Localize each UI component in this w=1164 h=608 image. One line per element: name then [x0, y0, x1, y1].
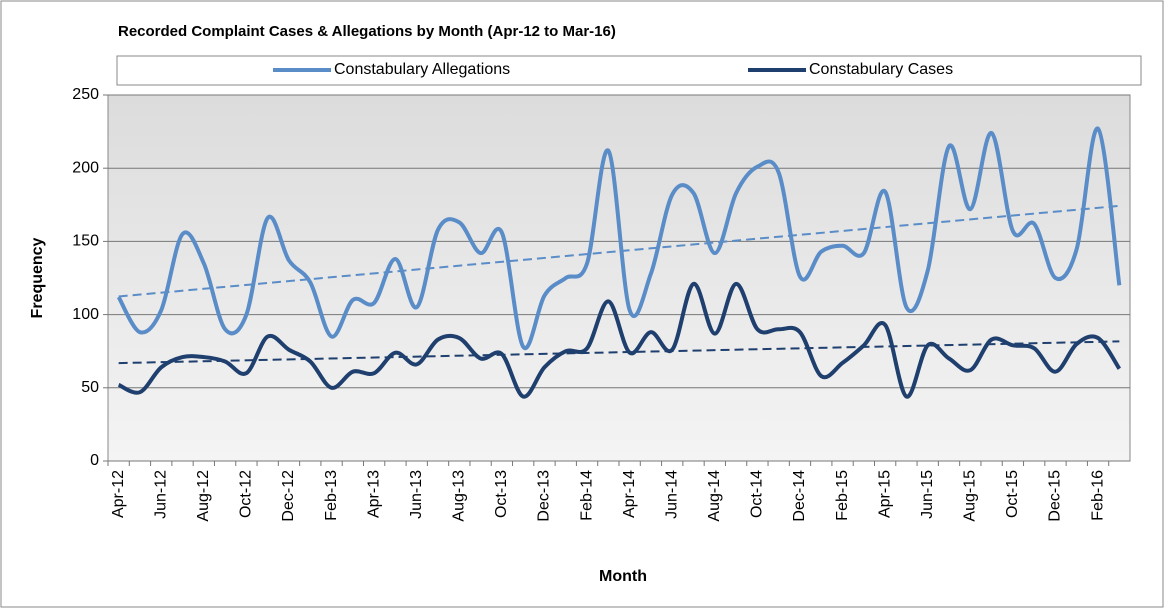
x-tick-label: Apr-14: [621, 470, 638, 518]
x-tick-label: Jun-12: [152, 470, 169, 519]
x-tick-label: Jun-14: [663, 470, 680, 519]
x-tick-label: Apr-12: [110, 470, 127, 518]
y-tick-label: 100: [72, 306, 99, 323]
x-tick-label: Feb-16: [1089, 470, 1106, 521]
x-tick-label: Oct-15: [1004, 470, 1021, 518]
x-tick-label: Oct-13: [493, 470, 510, 518]
y-tick-label: 200: [72, 159, 99, 176]
x-tick-label: Oct-14: [749, 470, 766, 518]
trend-line: [118, 340, 1120, 365]
series-line: [116, 126, 1122, 351]
x-tick-label: Dec-12: [280, 470, 297, 522]
x-tick-label: Dec-13: [536, 470, 553, 522]
x-tick-label: Feb-13: [323, 470, 340, 521]
y-tick-label: 150: [72, 233, 99, 250]
chart-title: Recorded Complaint Cases & Allegations b…: [118, 23, 616, 40]
y-tick-label: 50: [81, 379, 99, 396]
x-tick-label: Feb-14: [578, 470, 595, 521]
legend-label: Constabulary Cases: [809, 61, 953, 78]
x-tick-label: Aug-15: [962, 470, 979, 522]
x-tick-label: Jun-13: [408, 470, 425, 519]
x-tick-label: Aug-12: [195, 470, 212, 522]
legend-label: Constabulary Allegations: [334, 61, 510, 78]
x-tick-label: Apr-15: [876, 470, 893, 518]
x-tick-label: Aug-13: [451, 470, 468, 522]
x-tick-label: Jun-15: [919, 470, 936, 519]
x-tick-label: Dec-15: [1047, 470, 1064, 522]
x-tick-label: Dec-14: [791, 470, 808, 522]
x-tick-label: Aug-14: [706, 470, 723, 522]
y-axis-title: Frequency: [29, 237, 46, 318]
plot-area: [107, 94, 1131, 462]
series-line: [117, 281, 1122, 399]
y-tick-label: 0: [90, 452, 99, 469]
x-tick-label: Feb-15: [834, 470, 851, 521]
legend-box: [116, 55, 1142, 86]
x-tick-label: Oct-12: [238, 470, 255, 518]
y-tick-label: 250: [72, 86, 99, 103]
x-axis-title: Month: [599, 568, 647, 585]
x-tick-label: Apr-13: [365, 470, 382, 518]
